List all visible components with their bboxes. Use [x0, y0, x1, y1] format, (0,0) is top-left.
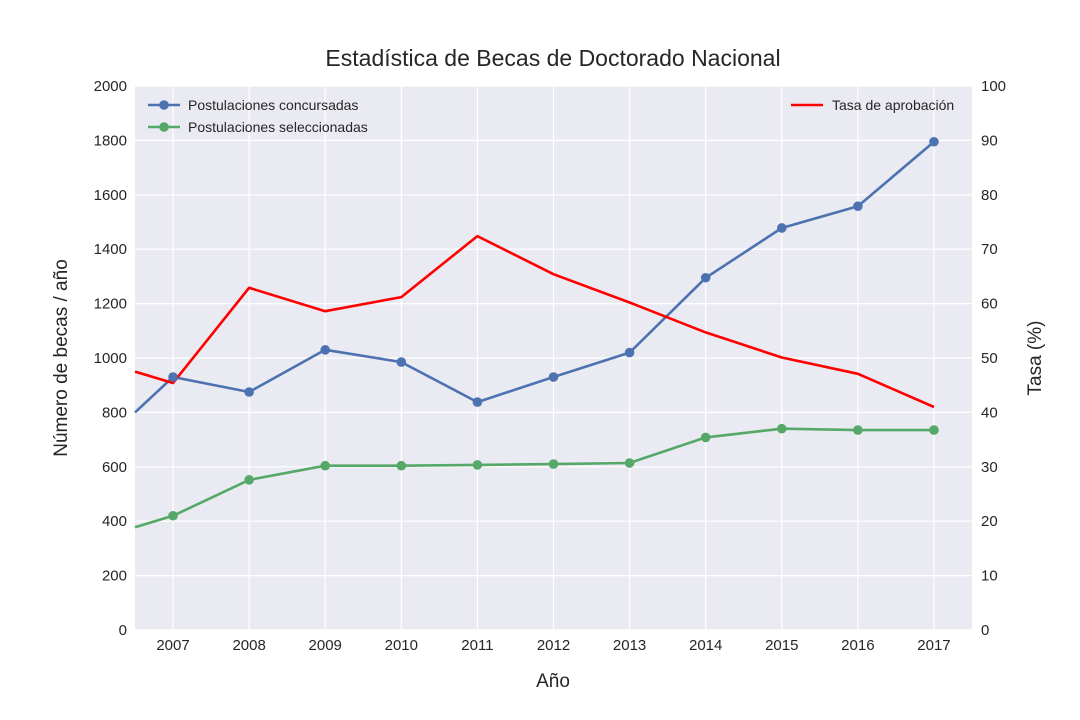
y-tick-label-8: 1600: [94, 187, 127, 204]
y-axis-right-label: Tasa (%): [1025, 321, 1046, 396]
y-tick-label-9: 1800: [94, 132, 127, 149]
legend-left-marker-0: [159, 100, 169, 110]
legend-left-label-0: Postulaciones concursadas: [188, 97, 358, 113]
y-right-tick-label-0: 0: [981, 622, 989, 639]
y-tick-label-1: 200: [102, 568, 127, 585]
y-axis-label: Número de becas / año: [51, 259, 72, 457]
series-0-point-10: [853, 201, 863, 212]
y-tick-label-3: 600: [102, 459, 127, 476]
grid: [135, 85, 972, 631]
x-tick-label-3: 2010: [385, 637, 418, 654]
y-tick-label-5: 1000: [94, 350, 127, 367]
series-0-point-8: [700, 272, 711, 283]
series-markers: [168, 136, 939, 521]
legend-right-label-0: Tasa de aprobación: [832, 97, 954, 113]
y-right-tick-label-1: 10: [981, 568, 998, 585]
series-0-point-11: [929, 136, 939, 147]
series-0-point-9: [776, 223, 787, 233]
y-tick-label-0: 0: [119, 622, 127, 639]
series-0-point-3: [320, 345, 331, 355]
y-right-tick-label-10: 100: [981, 78, 1006, 95]
y-right-tick-label-8: 80: [981, 187, 998, 204]
series-1-point-4: [396, 460, 407, 471]
series-0-point-6: [548, 372, 559, 382]
series-1-point-8: [700, 432, 711, 443]
y-right-tick-label-9: 90: [981, 132, 998, 149]
x-tick-label-5: 2012: [537, 637, 570, 654]
series-1-point-3: [320, 460, 331, 471]
series-1-point-1: [168, 510, 178, 521]
x-tick-label-2: 2009: [309, 637, 342, 654]
y-right-tick-label-2: 20: [981, 513, 998, 530]
x-tick-label-10: 2017: [917, 637, 950, 654]
series-0-point-4: [396, 357, 407, 367]
y-tick-label-6: 1200: [94, 296, 127, 313]
series-lines: [134, 140, 935, 529]
y-right-tick-label-5: 50: [981, 350, 998, 367]
legend-left-label-1: Postulaciones seleccionadas: [188, 119, 368, 135]
series-line-2: [134, 234, 935, 409]
series-1-point-9: [776, 423, 787, 434]
legend-left-marker-1: [159, 122, 169, 132]
series-1-point-10: [853, 425, 863, 435]
series-0-point-2: [244, 387, 254, 397]
chart-title: Estadística de Becas de Doctorado Nacion…: [325, 45, 780, 71]
x-tick-label-0: 2007: [156, 637, 189, 654]
series-0-point-5: [472, 397, 483, 407]
series-0-point-1: [168, 372, 178, 382]
tick-labels: 0 200 400 600 800 1000 1200 1400 1600 1800 2000 0 10…: [94, 78, 1006, 654]
y-right-tick-label-6: 60: [981, 296, 998, 313]
y-tick-label-7: 1400: [94, 241, 127, 258]
series-1-point-5: [472, 460, 483, 470]
x-tick-label-6: 2013: [613, 637, 646, 654]
y-tick-label-2: 400: [102, 513, 127, 530]
series-1-point-11: [929, 425, 939, 435]
x-axis-label: Año: [536, 671, 570, 692]
x-tick-label-8: 2015: [765, 637, 798, 654]
series-1-point-6: [548, 459, 559, 469]
series-0-point-7: [624, 347, 635, 358]
x-tick-label-7: 2014: [689, 637, 722, 654]
y-right-tick-label-3: 30: [981, 459, 998, 476]
x-tick-label-9: 2016: [841, 637, 874, 654]
y-tick-label-4: 800: [102, 404, 127, 421]
x-tick-label-4: 2011: [461, 637, 493, 654]
series-line-1: [134, 427, 934, 529]
series-line-0: [134, 140, 935, 414]
legend: Postulaciones concursadas Postulaciones s…: [148, 97, 954, 135]
y-right-tick-label-4: 40: [981, 404, 998, 421]
x-tick-label-1: 2008: [232, 637, 265, 654]
y-right-tick-label-7: 70: [981, 241, 998, 258]
series-1-point-2: [244, 475, 254, 485]
y-tick-label-10: 2000: [94, 78, 127, 95]
series-1-point-7: [624, 458, 635, 468]
